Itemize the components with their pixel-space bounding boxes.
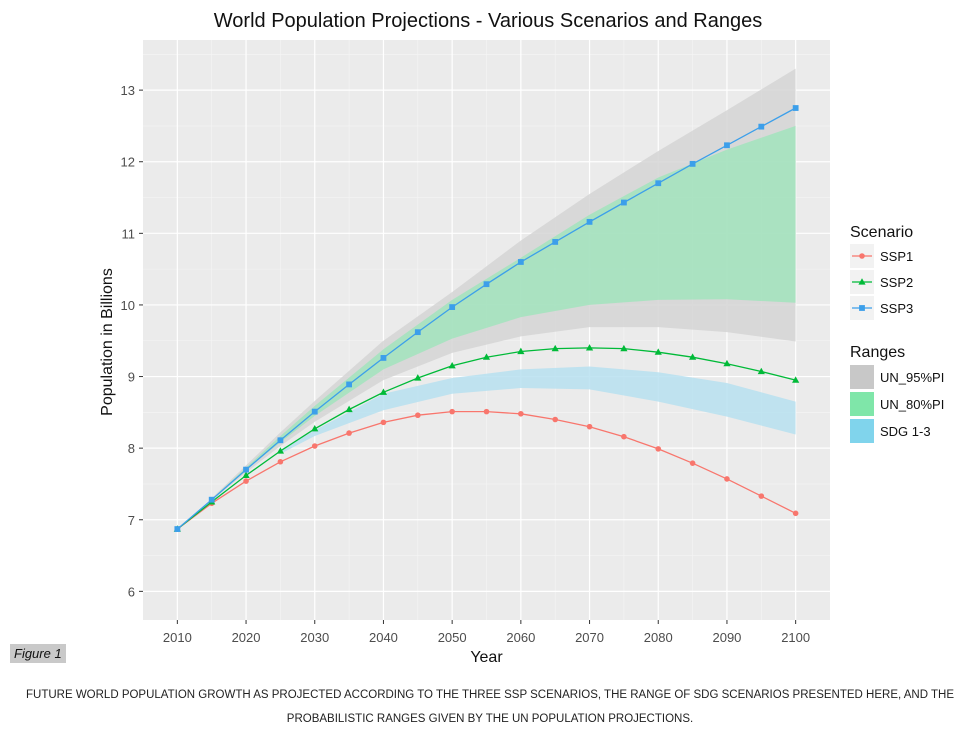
y-tick-label: 13 (121, 83, 135, 98)
data-point-ssp2 (757, 367, 765, 375)
data-point-ssp3 (483, 281, 490, 288)
data-point-ssp2 (654, 348, 662, 355)
data-point-ssp2 (242, 471, 250, 478)
figure-label: Figure 1 (10, 644, 66, 663)
data-point-ssp2 (311, 425, 319, 432)
y-tick-label: 8 (128, 441, 135, 456)
data-point-ssp3 (689, 160, 696, 167)
range-band-un-80-pi (211, 125, 796, 500)
data-point-ssp3 (792, 105, 799, 111)
legend-key-swatch (850, 392, 874, 416)
legend-label-ssp3: SSP3 (880, 301, 913, 316)
data-point-ssp1 (621, 433, 627, 440)
x-tick-label: 2010 (163, 630, 192, 645)
data-point-ssp3 (311, 408, 318, 415)
data-point-ssp1 (311, 443, 318, 449)
data-point-ssp1 (586, 423, 593, 430)
data-point-ssp2 (551, 344, 559, 352)
data-point-ssp3 (586, 218, 593, 225)
x-axis-title: Year (470, 649, 503, 666)
x-tick-label: 2070 (575, 630, 604, 645)
legend-key-marker (858, 278, 866, 285)
data-point-ssp1 (655, 446, 662, 452)
y-tick-label: 9 (128, 370, 135, 385)
data-point-ssp3 (277, 437, 284, 444)
x-tick-label: 2050 (438, 630, 467, 645)
figure-caption: FUTURE WORLD POPULATION GROWTH AS PROJEC… (25, 689, 955, 725)
data-point-ssp1 (380, 419, 387, 426)
data-point-ssp1 (483, 408, 490, 415)
data-point-ssp1 (277, 458, 284, 465)
x-tick-label: 2080 (644, 630, 673, 645)
data-point-ssp2 (792, 376, 800, 383)
y-tick-label: 12 (121, 155, 135, 170)
data-point-ssp3 (174, 526, 181, 532)
data-point-ssp1 (518, 410, 524, 417)
legend-key-swatch (850, 365, 874, 389)
data-point-ssp1 (724, 476, 730, 482)
data-point-ssp2 (345, 405, 353, 413)
data-point-ssp2 (482, 353, 491, 360)
chart-title: World Population Projections - Various S… (213, 10, 763, 32)
data-point-ssp3 (655, 180, 662, 187)
legend-label-range: SDG 1-3 (880, 424, 931, 439)
x-tick-label: 2090 (712, 630, 741, 645)
data-point-ssp1 (449, 408, 455, 415)
x-tick-label: 2030 (300, 630, 329, 645)
data-point-ssp3 (208, 496, 215, 503)
data-point-ssp3 (517, 259, 524, 265)
y-tick-label: 6 (128, 584, 135, 599)
data-point-ssp2 (620, 344, 628, 352)
legend-title-ranges: Ranges (850, 344, 905, 361)
x-tick-label: 2060 (506, 630, 535, 645)
data-point-ssp2 (689, 353, 697, 360)
legend-label-ssp2: SSP2 (880, 275, 913, 290)
data-point-ssp3 (621, 199, 627, 206)
data-point-ssp3 (380, 355, 387, 361)
data-point-ssp3 (552, 239, 559, 245)
data-point-ssp1 (792, 510, 799, 517)
data-point-ssp3 (758, 123, 765, 130)
legend-key-marker (859, 253, 865, 259)
y-tick-label: 7 (128, 513, 135, 528)
data-point-ssp1 (415, 412, 421, 419)
data-point-ssp1 (346, 430, 352, 436)
x-tick-label: 2020 (232, 630, 261, 645)
data-point-ssp3 (724, 142, 730, 149)
data-point-ssp2 (276, 447, 284, 454)
y-tick-label: 11 (122, 226, 136, 241)
y-tick-label: 10 (121, 298, 135, 313)
data-point-ssp1 (243, 478, 249, 484)
legend-key-swatch (850, 419, 874, 443)
legend-title-scenario: Scenario (850, 224, 913, 241)
data-point-ssp2 (448, 362, 456, 369)
data-point-ssp1 (689, 460, 696, 466)
data-point-ssp1 (552, 416, 558, 423)
data-point-ssp3 (449, 304, 456, 310)
data-point-ssp2 (723, 359, 731, 367)
chart-area: 2010 2020 2030 2040 2050 2060 2070 2080 2090 2100… (99, 40, 944, 666)
data-point-ssp1 (758, 493, 765, 499)
data-point-ssp3 (243, 466, 249, 473)
y-axis-title: Population in Billions (99, 268, 116, 416)
data-point-ssp2 (517, 347, 525, 355)
data-point-ssp2 (414, 374, 422, 381)
data-point-ssp3 (346, 381, 352, 388)
legend-label-ssp1: SSP1 (880, 249, 913, 264)
x-tick-label: 2100 (781, 630, 810, 645)
legend-label-range: UN_95%PI (880, 370, 944, 385)
data-point-ssp3 (414, 329, 421, 336)
data-point-ssp2 (379, 388, 388, 395)
range-band-sdg-1-3 (280, 366, 796, 454)
legend-label-range: UN_80%PI (880, 397, 944, 412)
x-tick-label: 2040 (369, 630, 398, 645)
data-point-ssp2 (585, 344, 594, 351)
legend-key-marker (859, 305, 865, 311)
